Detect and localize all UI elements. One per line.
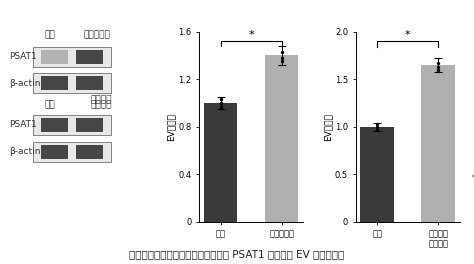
Text: 図４．高転移性乳がん細胞における PSAT1 発現量と EV 分泌量比較: 図４．高転移性乳がん細胞における PSAT1 発現量と EV 分泌量比較 (129, 249, 345, 259)
Text: リンパ節: リンパ節 (91, 95, 112, 104)
Bar (41, 118, 68, 132)
Point (217, 101, 225, 105)
Point (374, 125, 381, 129)
Bar (76, 118, 103, 132)
Point (278, 59, 285, 63)
Text: β-actin: β-actin (9, 78, 40, 87)
Y-axis label: EV分泌量: EV分泌量 (166, 113, 175, 141)
Point (217, 97, 225, 102)
Point (278, 50, 285, 54)
FancyBboxPatch shape (33, 73, 111, 93)
Bar (265, 55, 299, 222)
Text: 骨転移性株: 骨転移性株 (83, 30, 110, 39)
Bar (41, 145, 68, 159)
Point (278, 56, 285, 60)
Text: *: * (405, 30, 410, 40)
Y-axis label: EV分泌量: EV分泌量 (323, 113, 332, 141)
Point (435, 61, 442, 65)
Bar (41, 77, 68, 91)
FancyBboxPatch shape (33, 142, 111, 162)
Point (435, 65, 442, 69)
Text: β-actin: β-actin (9, 147, 40, 156)
FancyBboxPatch shape (33, 115, 111, 135)
Text: 親株: 親株 (45, 101, 55, 110)
Bar (204, 103, 237, 222)
Text: PSAT1: PSAT1 (9, 120, 37, 129)
Bar (360, 127, 394, 222)
Text: *p<0.05: *p<0.05 (472, 175, 474, 183)
Point (435, 68, 442, 72)
Bar (76, 77, 103, 91)
Bar (41, 50, 68, 64)
Text: 親株: 親株 (45, 30, 55, 39)
Text: *: * (248, 30, 254, 40)
Bar (76, 145, 103, 159)
FancyBboxPatch shape (33, 47, 111, 67)
Text: 転移性株: 転移性株 (91, 101, 112, 110)
Bar (421, 65, 455, 222)
Text: PSAT1: PSAT1 (9, 52, 37, 61)
Point (217, 104, 225, 109)
Bar (76, 50, 103, 64)
Point (374, 122, 381, 126)
Point (374, 128, 381, 132)
